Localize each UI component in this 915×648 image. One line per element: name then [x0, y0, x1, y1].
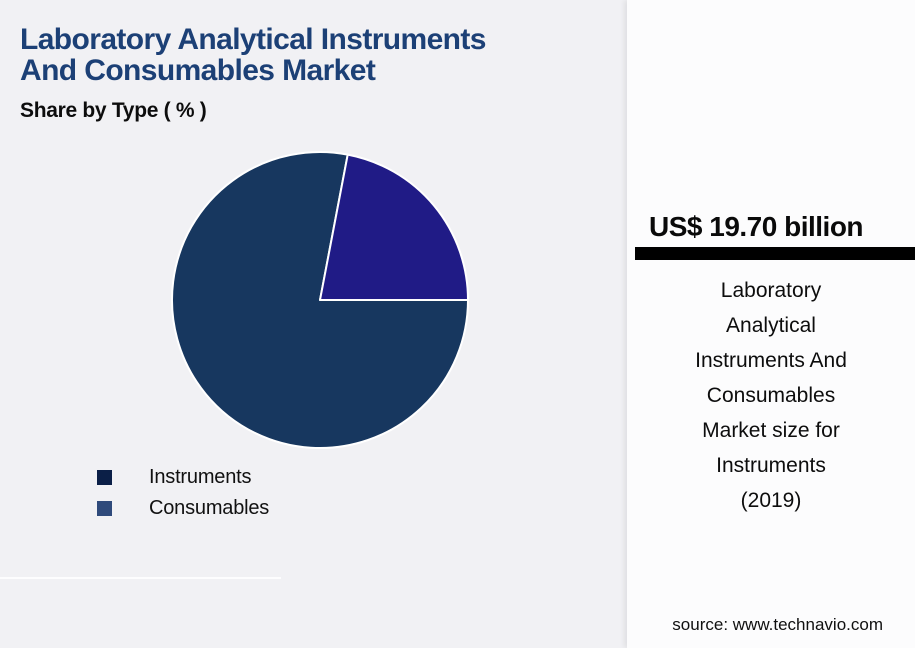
legend-item-instruments: Instruments [97, 462, 269, 493]
legend-label-instruments: Instruments [149, 466, 252, 488]
legend: Instruments Consumables [97, 462, 269, 524]
legend-marker-consumables-icon [97, 501, 112, 516]
page-title: Laboratory Analytical Instruments And Co… [20, 23, 486, 87]
black-underline-bar [635, 247, 915, 260]
legend-label-consumables: Consumables [149, 497, 270, 519]
legend-marker-instruments-icon [97, 470, 112, 485]
market-value: US$ 19.70 billion [649, 211, 864, 242]
market-description: Laboratory Analytical Instruments And Co… [695, 279, 847, 512]
callout-panel: US$ 19.70 billion Laboratory Analytical … [627, 0, 915, 648]
source-attribution: source: www.technavio.com [672, 615, 883, 634]
pie-slice-consumables [319, 153, 469, 301]
divider-line [0, 577, 281, 579]
legend-item-consumables: Consumables [97, 493, 269, 524]
pie-chart [171, 151, 469, 449]
chart-subtitle: Share by Type ( % ) [20, 99, 207, 122]
